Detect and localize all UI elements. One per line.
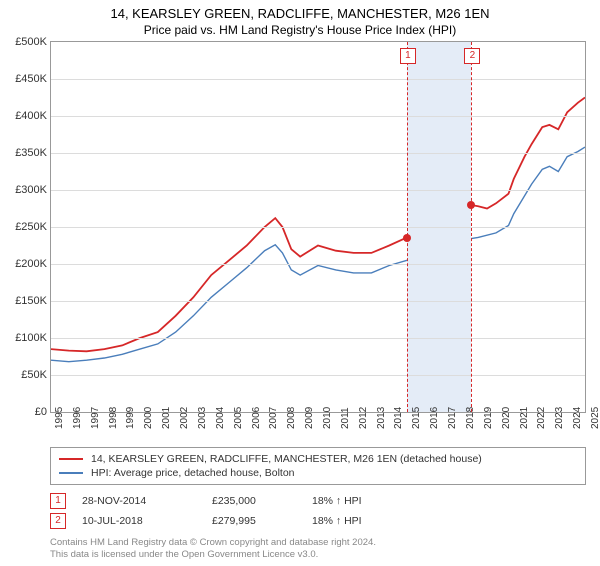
chart-legend: 14, KEARSLEY GREEN, RADCLIFFE, MANCHESTE… [50,447,586,485]
x-axis-label: 2000 [143,407,154,429]
x-axis-label: 2022 [536,407,547,429]
x-axis-label: 2021 [519,407,530,429]
x-axis-label: 2024 [572,407,583,429]
footer-attribution: Contains HM Land Registry data © Crown c… [50,537,586,562]
x-axis-label: 2009 [304,407,315,429]
transaction-row: 1 28-NOV-2014 £235,000 18% ↑ HPI [50,491,586,511]
transaction-price: £235,000 [212,495,312,507]
series-hpi [51,147,585,362]
x-axis-label: 2014 [393,407,404,429]
x-axis-label: 2004 [215,407,226,429]
x-axis-label: 1996 [72,407,83,429]
x-axis-label: 2023 [554,407,565,429]
gridline-h [51,375,585,376]
x-axis-label: 1995 [54,407,65,429]
x-axis-label: 2010 [322,407,333,429]
y-axis-label: £200K [3,258,47,270]
x-axis-label: 2012 [358,407,369,429]
transaction-marker: 1 [50,493,66,509]
x-axis-label: 2015 [411,407,422,429]
chart-marker-box: 2 [464,48,480,64]
legend-swatch-hpi [59,472,83,474]
transaction-price: £279,995 [212,515,312,527]
x-axis-label: 2002 [179,407,190,429]
y-axis-label: £150K [3,295,47,307]
chart-plot-area: £0£50K£100K£150K£200K£250K£300K£350K£400… [50,41,586,413]
transaction-date: 10-JUL-2018 [82,515,212,527]
chart-vline [471,42,472,412]
gridline-h [51,227,585,228]
x-axis-label: 2007 [268,407,279,429]
chart-data-dot [403,234,411,242]
transactions-table: 1 28-NOV-2014 £235,000 18% ↑ HPI 2 10-JU… [50,491,586,531]
x-axis-label: 2019 [483,407,494,429]
y-axis-label: £300K [3,184,47,196]
y-axis-label: £0 [3,406,47,418]
y-axis-label: £350K [3,147,47,159]
gridline-h [51,116,585,117]
legend-item: HPI: Average price, detached house, Bolt… [59,466,577,480]
gridline-h [51,190,585,191]
x-axis-label: 2005 [233,407,244,429]
y-axis-label: £400K [3,110,47,122]
chart-data-dot [467,201,475,209]
gridline-h [51,338,585,339]
y-axis-label: £50K [3,369,47,381]
chart-marker-box: 1 [400,48,416,64]
transaction-date: 28-NOV-2014 [82,495,212,507]
gridline-h [51,153,585,154]
x-axis-label: 2017 [447,407,458,429]
x-axis-label: 1997 [90,407,101,429]
legend-label: 14, KEARSLEY GREEN, RADCLIFFE, MANCHESTE… [91,453,482,465]
x-axis-label: 2025 [590,407,600,429]
y-axis-label: £100K [3,332,47,344]
transaction-row: 2 10-JUL-2018 £279,995 18% ↑ HPI [50,511,586,531]
x-axis-label: 1999 [125,407,136,429]
legend-item: 14, KEARSLEY GREEN, RADCLIFFE, MANCHESTE… [59,452,577,466]
x-axis-label: 1998 [108,407,119,429]
footer-line: Contains HM Land Registry data © Crown c… [50,537,586,549]
transaction-pct: 18% ↑ HPI [312,515,432,527]
legend-swatch-property [59,458,83,460]
chart-vline [407,42,408,412]
x-axis-label: 2011 [340,407,351,429]
y-axis-label: £500K [3,36,47,48]
x-axis-label: 2020 [501,407,512,429]
x-axis-label: 2013 [376,407,387,429]
chart-subtitle: Price paid vs. HM Land Registry's House … [0,23,600,37]
x-axis-label: 2001 [161,407,172,429]
series-property [51,98,585,352]
gridline-h [51,79,585,80]
legend-label: HPI: Average price, detached house, Bolt… [91,467,295,479]
gridline-h [51,264,585,265]
y-axis-label: £450K [3,73,47,85]
chart-container: 14, KEARSLEY GREEN, RADCLIFFE, MANCHESTE… [0,6,600,566]
x-axis-label: 2008 [286,407,297,429]
x-axis-label: 2016 [429,407,440,429]
y-axis-label: £250K [3,221,47,233]
chart-title: 14, KEARSLEY GREEN, RADCLIFFE, MANCHESTE… [0,6,600,21]
x-axis-label: 2003 [197,407,208,429]
x-axis-label: 2006 [251,407,262,429]
gridline-h [51,301,585,302]
transaction-marker: 2 [50,513,66,529]
transaction-pct: 18% ↑ HPI [312,495,432,507]
